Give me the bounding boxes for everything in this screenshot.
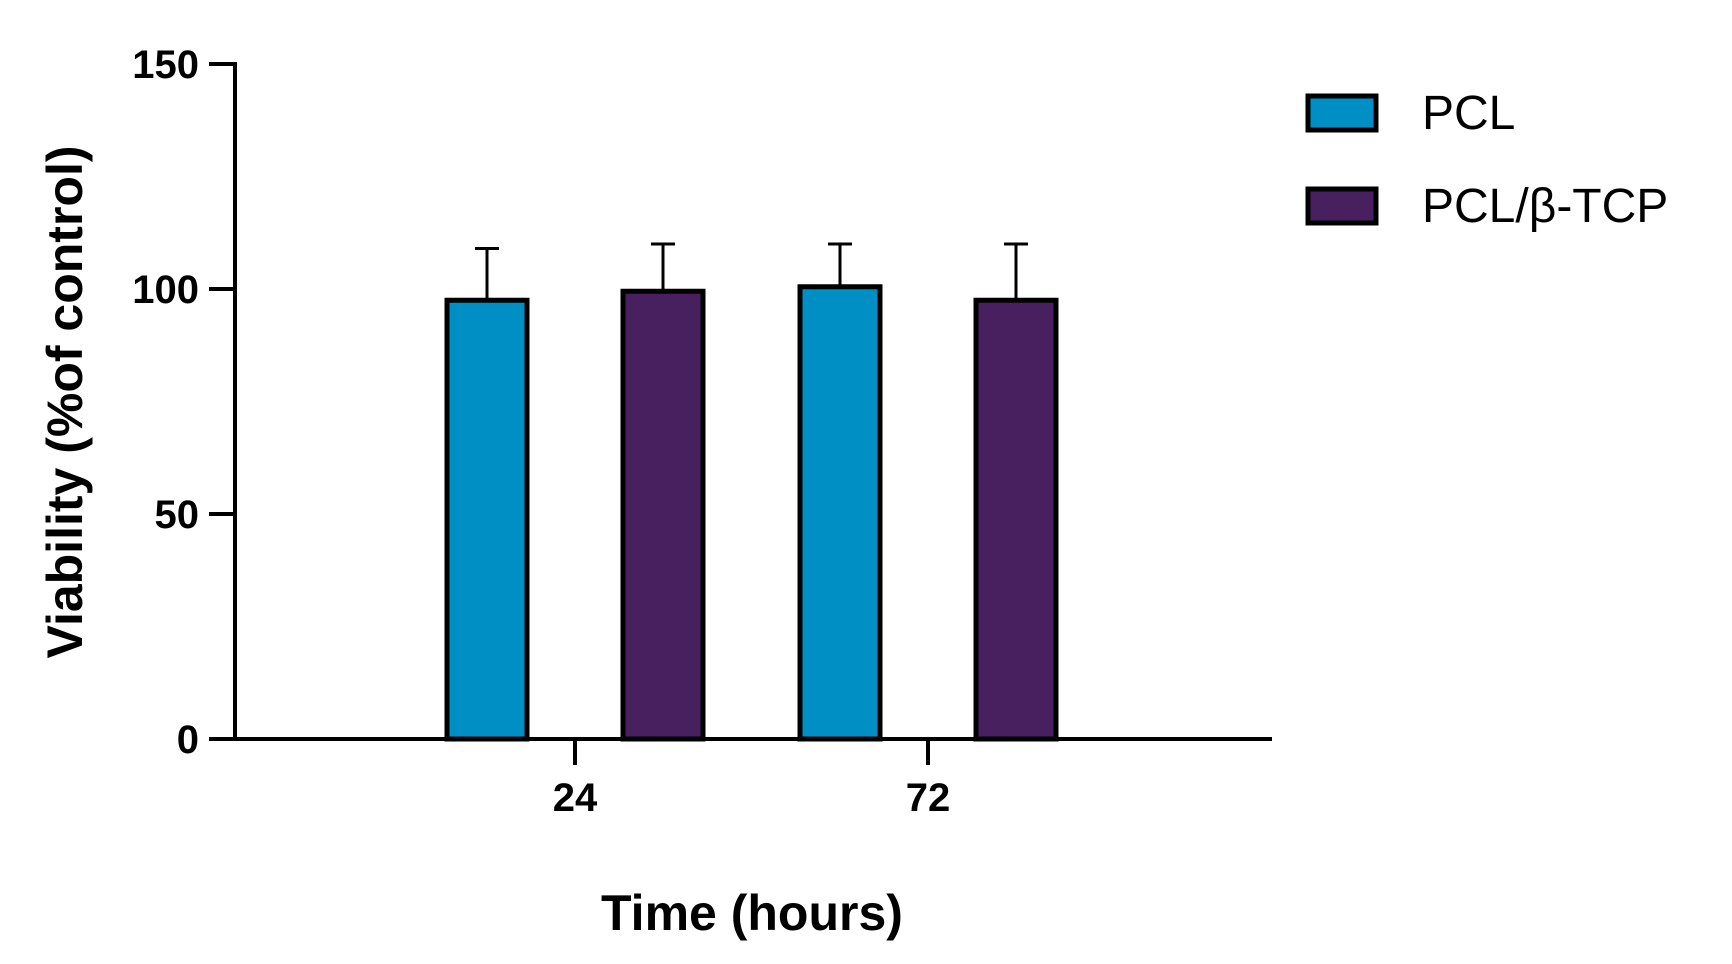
x-axis: 24 72 [233,737,1272,820]
legend-swatch [1305,93,1379,133]
legend-item-pcl: PCL [1305,87,1515,140]
y-axis-title: Viability (%of control) [37,146,93,659]
error-bars [475,242,1028,301]
bar-pcl-tcp-72 [973,297,1059,742]
bar-pcl-24 [444,297,530,742]
error-bar-pcl-tcp-72 [1004,242,1028,301]
y-tick-label-100: 100 [132,268,199,312]
y-tick-label-50: 50 [155,493,200,537]
legend-label: PCL/β-TCP [1422,180,1668,233]
legend-swatch [1305,186,1379,226]
bar-pcl-tcp-24 [620,288,706,742]
y-tick-label-0: 0 [177,718,199,762]
x-tick-label-72: 72 [906,776,951,820]
x-axis-title: Time (hours) [601,885,903,941]
error-bar-pcl-72 [828,242,852,287]
y-tick-label-150: 150 [132,43,199,87]
x-tick-label-24: 24 [553,776,598,820]
error-bar-pcl-tcp-24 [651,242,675,292]
legend-label: PCL [1422,87,1515,140]
legend-item-pcl-tcp: PCL/β-TCP [1305,180,1668,233]
bar-pcl-72 [797,284,883,742]
legend: PCL PCL/β-TCP [1305,87,1668,233]
bars [444,284,1059,742]
error-bar-pcl-24 [475,247,499,301]
y-axis: 0 50 100 150 [132,43,237,762]
